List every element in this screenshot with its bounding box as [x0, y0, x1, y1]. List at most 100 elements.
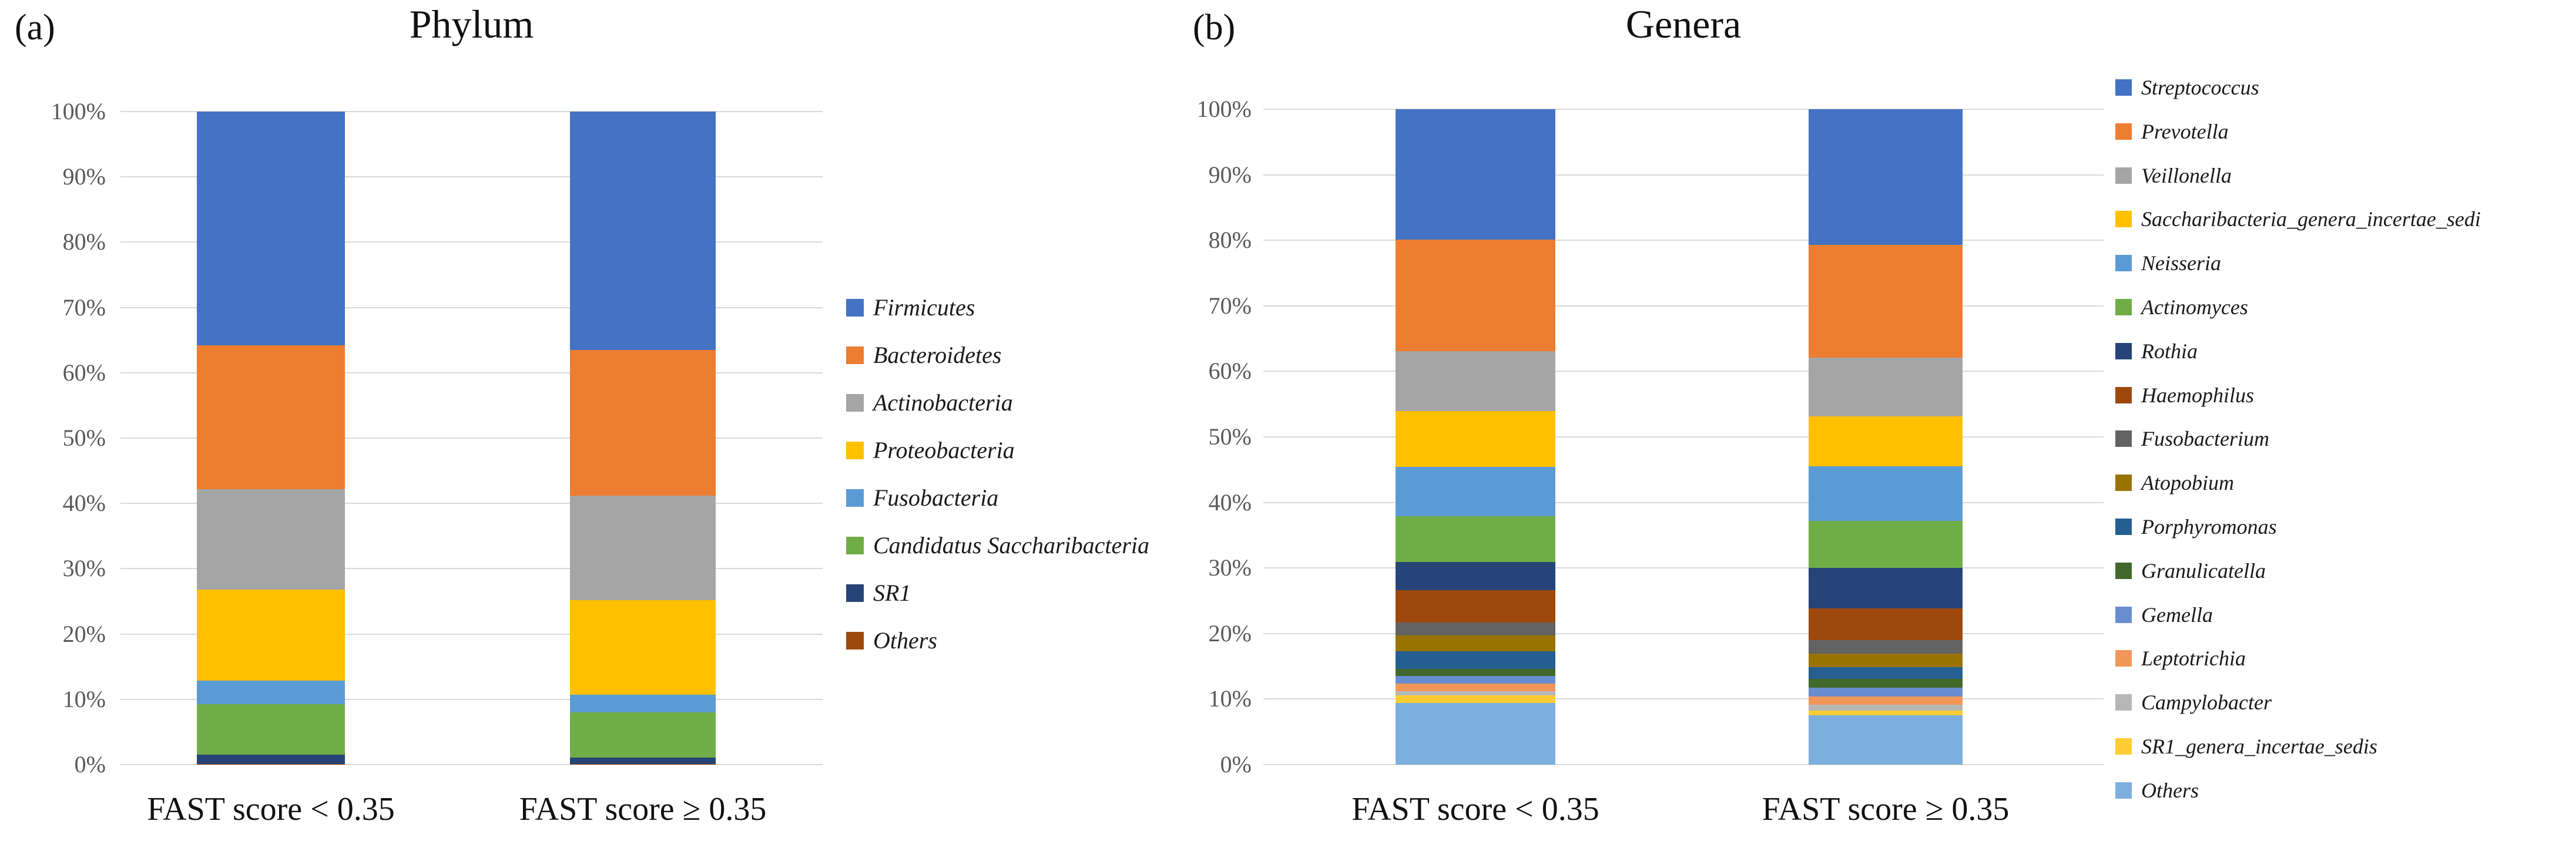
legend-label-prevotella: Prevotella [2141, 120, 2229, 143]
legend-item-streptococcus: Streptococcus [2115, 75, 2259, 100]
legend-swatch-candidatus-saccharibacteria [846, 536, 864, 554]
plot-area-phylum [120, 111, 823, 765]
legend-swatch-granulicatella [2115, 563, 2132, 579]
legend-label-atopobium: Atopobium [2141, 471, 2234, 494]
gridline [1263, 371, 2104, 372]
bar-segment-others [1809, 715, 1963, 765]
legend-label-firmicutes: Firmicutes [873, 294, 975, 321]
legend-label-sr1: SR1 [873, 580, 911, 606]
bar-segment-bacteroidetes [570, 349, 716, 496]
y-axis-tick-label: 100% [1196, 96, 1252, 122]
legend-label-leptotrichia: Leptotrichia [2141, 647, 2246, 670]
legend-swatch-rothia [2115, 343, 2132, 359]
legend-label-actinomyces: Actinomyces [2141, 295, 2248, 319]
y-axis-tick-label: 100% [51, 98, 106, 124]
panel-a-label: (a) [15, 8, 55, 48]
y-axis-tick-label: 10% [62, 685, 106, 712]
legend-label-others: Others [873, 627, 937, 654]
bar-segment-actinomyces [1809, 520, 1963, 568]
bar-segment-rothia [1809, 568, 1963, 609]
legend-item-sr1-genera-incertae-sedis: SR1_genera_incertae_sedis [2115, 734, 2377, 759]
y-axis-tick-label: 0% [1220, 751, 1252, 778]
bar-segment-gemella [1396, 676, 1555, 684]
legend-item-veillonella: Veillonella [2115, 163, 2232, 188]
bar-segment-firmicutes [197, 112, 345, 346]
x-axis-category-label: FAST score ≥ 0.35 [1762, 791, 2010, 827]
bar-segment-proteobacteria [197, 589, 345, 681]
legend-label-candidatus-saccharibacteria: Candidatus Saccharibacteria [873, 532, 1149, 558]
y-axis-tick-label: 40% [1208, 489, 1252, 516]
x-axis-category-label: FAST score < 0.35 [147, 791, 395, 827]
bar-segment-candidatus-saccharibacteria [197, 704, 345, 755]
gridline [1263, 109, 2104, 110]
stacked-bar-fast-score-0-35 [197, 112, 345, 765]
legend-swatch-veillonella [2115, 167, 2132, 184]
bar-segment-sr1 [197, 755, 345, 764]
legend-item-leptotrichia: Leptotrichia [2115, 646, 2246, 671]
legend-item-bacteroidetes: Bacteroidetes [846, 341, 1001, 369]
y-axis-tick-label: 20% [1208, 620, 1252, 647]
legend-swatch-bacteroidetes [846, 346, 864, 364]
legend-item-others: Others [2115, 778, 2199, 803]
bar-segment-fusobacterium [1809, 640, 1963, 654]
bar-segment-sr1 [570, 757, 716, 764]
stacked-bar-fast-score-0-35 [1396, 109, 1555, 765]
legend-item-fusobacteria: Fusobacteria [846, 484, 998, 512]
y-axis-tick-label: 60% [1208, 358, 1252, 385]
legend-label-haemophilus: Haemophilus [2141, 383, 2254, 407]
bar-segment-atopobium [1809, 654, 1963, 667]
legend-label-actinobacteria: Actinobacteria [873, 389, 1013, 416]
y-axis-tick-label: 80% [1208, 227, 1252, 254]
legend-item-rothia: Rothia [2115, 339, 2198, 364]
legend-label-gemella: Gemella [2141, 603, 2213, 627]
panel-genera: (b) Genera 100% 90% 80% 70% 60% 50% 40% 30% 20% 1… [1181, 0, 2576, 848]
gridline [120, 633, 823, 635]
y-axis-tick-label: 30% [1208, 554, 1252, 581]
chart-title-phylum: Phylum [409, 2, 534, 46]
legend-label-fusobacterium: Fusobacterium [2141, 427, 2269, 450]
legend-swatch-fusobacteria [846, 489, 864, 507]
legend-item-firmicutes: Firmicutes [846, 294, 975, 321]
legend-item-haemophilus: Haemophilus [2115, 383, 2254, 408]
y-axis-tick-label: 0% [74, 751, 106, 778]
legend-swatch-prevotella [2115, 123, 2132, 140]
legend-swatch-proteobacteria [846, 441, 864, 459]
bar-segment-bacteroidetes [197, 345, 345, 489]
legend-swatch-fusobacterium [2115, 430, 2132, 447]
legend-item-campylobacter: Campylobacter [2115, 690, 2272, 715]
legend-label-proteobacteria: Proteobacteria [873, 437, 1015, 463]
legend-label-porphyromonas: Porphyromonas [2141, 515, 2277, 539]
stacked-bar-fast-score-0-35 [570, 112, 716, 765]
bar-segment-haemophilus [1809, 608, 1963, 640]
bar-segment-others [1396, 703, 1555, 765]
legend-label-campylobacter: Campylobacter [2141, 691, 2272, 714]
panel-phylum: (a) Phylum 100% 90% 80% 70% 60% 50% 40% 30% 20% 1… [0, 0, 1181, 848]
legend-swatch-others [2115, 782, 2132, 799]
plot-area-genera [1263, 109, 2104, 765]
gridline [120, 764, 823, 765]
gridline [1263, 240, 2104, 241]
y-axis-tick-label: 10% [1208, 685, 1252, 712]
y-axis-tick-label: 40% [62, 490, 106, 517]
bar-segment-fusobacteria [197, 680, 345, 704]
bar-segment-granulicatella [1396, 669, 1555, 677]
bar-segment-streptococcus [1396, 109, 1555, 240]
gridline [120, 241, 823, 243]
legend-swatch-campylobacter [2115, 694, 2132, 711]
legend-swatch-others [846, 631, 864, 650]
bar-segment-fusobacteria [570, 694, 716, 712]
gridline [1263, 174, 2104, 176]
legend-swatch-actinomyces [2115, 299, 2132, 315]
bar-segment-leptotrichia [1396, 683, 1555, 691]
bar-segment-prevotella [1809, 245, 1963, 358]
bar-segment-sr1-genera-incertae-sedis [1396, 695, 1555, 703]
bar-segment-porphyromonas [1809, 667, 1963, 679]
y-axis-genera: 100% 90% 80% 70% 60% 50% 40% 30% 20% 10% 0% [1181, 96, 1252, 778]
bar-segment-others [197, 763, 345, 765]
legend-swatch-atopobium [2115, 475, 2132, 491]
bar-segment-sr1-genera-incertae-sedis [1809, 711, 1963, 716]
bar-segment-firmicutes [570, 112, 716, 350]
bar-segment-atopobium [1396, 635, 1555, 651]
gridline [1263, 502, 2104, 503]
legend-item-granulicatella: Granulicatella [2115, 558, 2266, 583]
